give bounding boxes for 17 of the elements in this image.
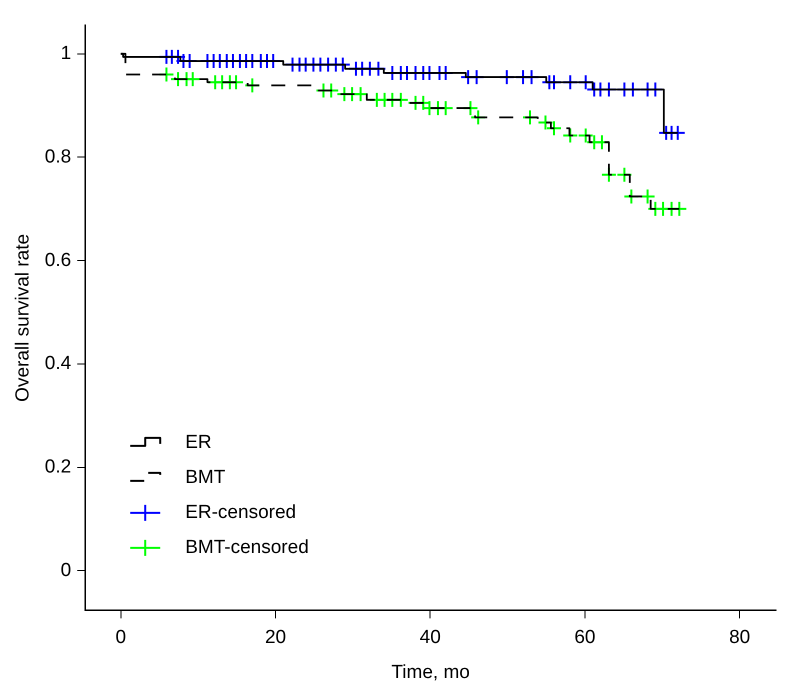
x-tick-label: 60 — [574, 627, 596, 648]
x-tick-label: 20 — [264, 627, 286, 648]
x-axis-title: Time, mo — [391, 662, 470, 683]
y-tick-label: 0.2 — [44, 456, 72, 478]
y-tick-label: 1 — [60, 43, 72, 64]
legend-label: BMT-censored — [185, 537, 309, 558]
legend-label: ER-censored — [185, 502, 296, 524]
x-tick-label: 80 — [729, 627, 750, 648]
y-axis-title: Overall survival rate — [12, 234, 34, 402]
y-tick-label: 0.6 — [44, 250, 72, 271]
legend-label: BMT — [185, 467, 226, 488]
x-tick-label: 0 — [116, 627, 126, 648]
x-tick-label: 40 — [420, 627, 441, 648]
y-tick-label: 0.4 — [44, 353, 72, 374]
y-tick-label: 0.8 — [44, 146, 72, 168]
legend-label: ER — [185, 432, 212, 454]
y-tick-label: 0 — [60, 560, 72, 581]
